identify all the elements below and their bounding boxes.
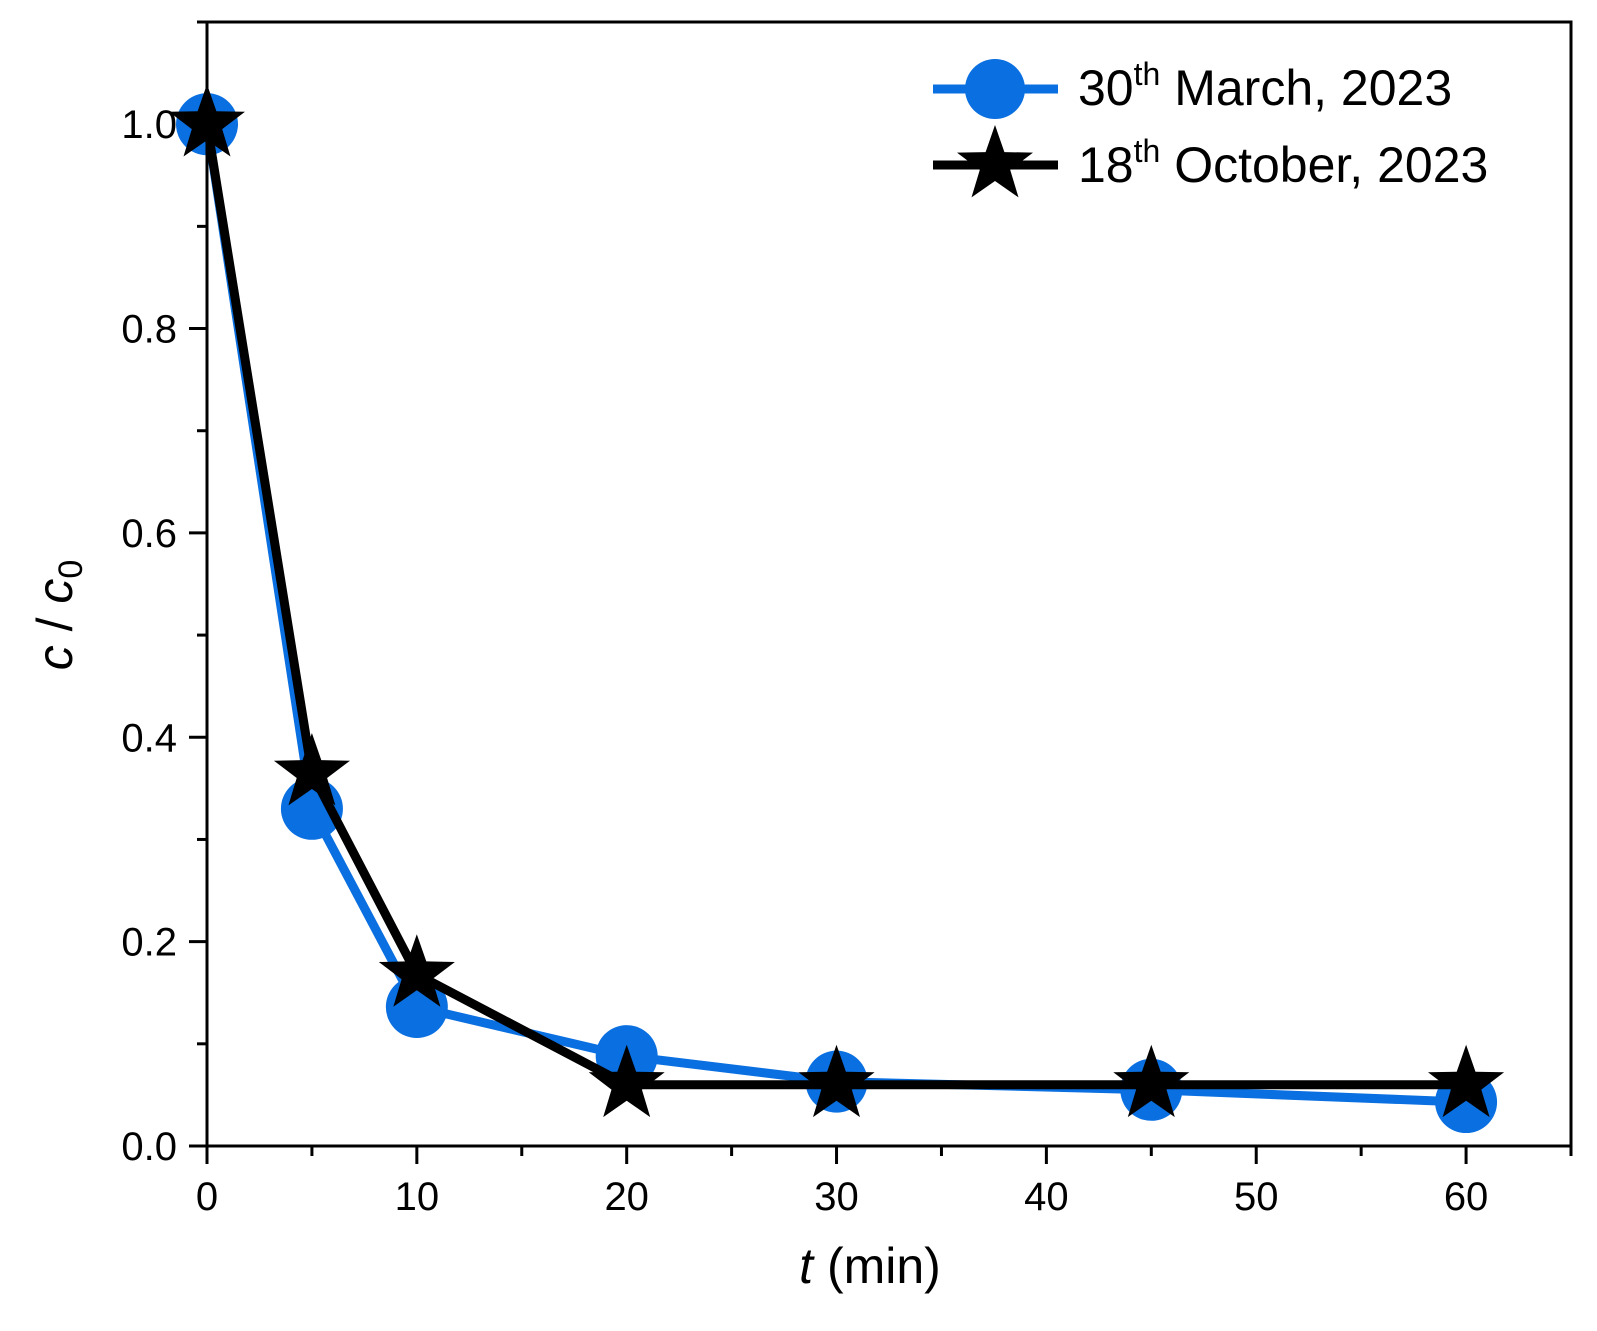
x-tick-label: 40 (1024, 1175, 1069, 1219)
data-point (1428, 1044, 1505, 1118)
legend-label-march: 30th March, 2023 (1078, 56, 1452, 116)
x-tick-label: 60 (1444, 1175, 1489, 1219)
series-0 (176, 93, 1498, 1134)
legend-marker-star (957, 125, 1033, 198)
data-point (798, 1044, 875, 1118)
x-tick-label: 50 (1234, 1175, 1279, 1219)
legend-marker-circle (965, 59, 1025, 119)
data-point (378, 934, 455, 1007)
data-point (273, 733, 350, 806)
x-tick-label: 10 (395, 1175, 440, 1219)
y-tick-label: 0.4 (121, 716, 177, 760)
y-tick-label: 1.0 (121, 103, 177, 147)
plot-frame (205, 20, 1573, 1148)
legend-item-october: 18th October, 2023 (933, 125, 1488, 198)
x-tick-label: 20 (604, 1175, 649, 1219)
plot-area (169, 84, 1505, 1134)
series-1 (169, 84, 1505, 1118)
y-tick-label: 0.6 (121, 512, 177, 556)
legend-label-october: 18th October, 2023 (1078, 133, 1488, 193)
series-line-0 (202, 123, 1467, 1107)
x-tick-label: 0 (196, 1175, 218, 1219)
x-axis-title: t (min) (799, 1238, 941, 1294)
x-tick-label: 30 (814, 1175, 859, 1219)
y-tick-label: 0.0 (121, 1125, 177, 1169)
y-tick-label: 0.2 (121, 921, 177, 965)
data-point (588, 1044, 665, 1118)
y-axis-title: c / c0 (27, 560, 90, 671)
y-tick-label: 0.8 (121, 308, 177, 352)
legend-item-march: 30th March, 2023 (933, 56, 1452, 119)
axes: 0 10 20 30 40 50 60 0.0 0.2 0.4 0.6 0.8 1.0 (121, 20, 1573, 1219)
legend: 30th March, 2023 18th October, 2023 (933, 56, 1488, 198)
data-point (1113, 1044, 1190, 1118)
series-line-1 (202, 123, 1467, 1090)
